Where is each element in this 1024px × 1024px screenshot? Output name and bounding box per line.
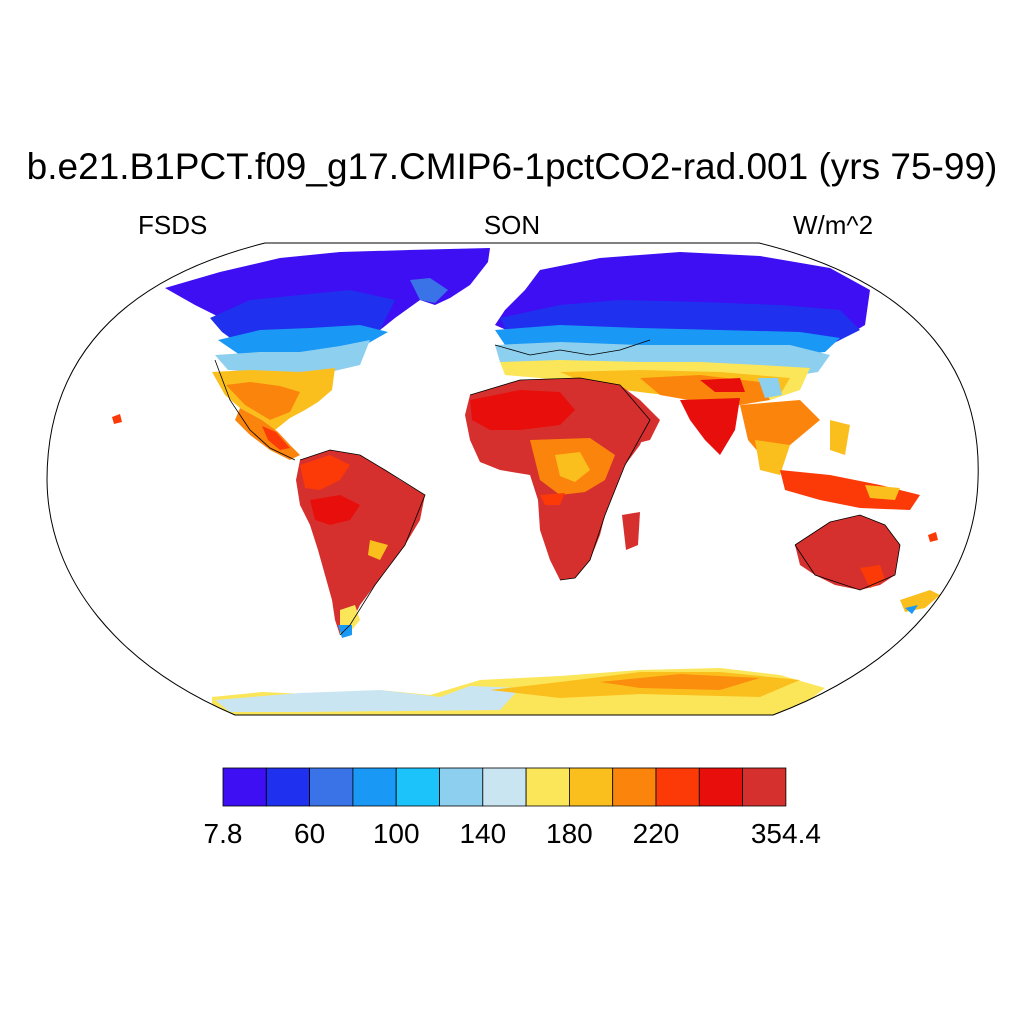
south-america-region xyxy=(296,450,425,638)
australia-region xyxy=(795,515,940,614)
colorbar-tick-label: 60 xyxy=(294,818,325,849)
colorbar-box xyxy=(395,767,440,807)
south-asia-region xyxy=(680,398,920,510)
variable-label: FSDS xyxy=(138,210,208,240)
north-america-region xyxy=(165,248,490,460)
colorbar-box xyxy=(222,767,267,807)
africa-region xyxy=(465,378,660,580)
colorbar-box xyxy=(698,767,743,807)
map-border xyxy=(46,242,979,716)
season-label: SON xyxy=(483,210,541,240)
colorbar-tick-label: 180 xyxy=(546,818,593,849)
colorbar-tick-label: 140 xyxy=(459,818,506,849)
colorbar-box xyxy=(525,767,570,807)
colorbar-box xyxy=(265,767,310,807)
colorbar-box xyxy=(742,767,787,807)
units-label: W/m^2 xyxy=(793,210,874,240)
island-marker xyxy=(928,532,938,542)
colorbar-box xyxy=(309,767,354,807)
colorbar-tick-label: 354.4 xyxy=(751,818,821,849)
colorbar-box xyxy=(352,767,397,807)
eurasia-region xyxy=(495,252,870,405)
coastlines xyxy=(214,339,901,636)
colorbar-tick-label: 220 xyxy=(633,818,680,849)
island-marker xyxy=(112,414,122,424)
colorbar-box xyxy=(439,767,484,807)
colorbar-tick-label: 7.8 xyxy=(204,818,243,849)
colorbar-box xyxy=(612,767,657,807)
plot-title: b.e21.B1PCT.f09_g17.CMIP6-1pctCO2-rad.00… xyxy=(26,146,998,187)
colorbar-box xyxy=(655,767,700,807)
colorbar-box xyxy=(482,767,527,807)
colorbar-tick-label: 100 xyxy=(373,818,420,849)
colorbar-box xyxy=(569,767,614,807)
antarctica-region xyxy=(212,668,825,715)
